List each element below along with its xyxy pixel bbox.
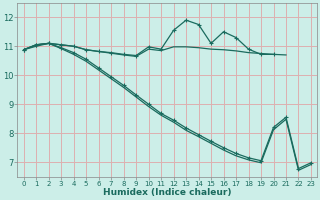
X-axis label: Humidex (Indice chaleur): Humidex (Indice chaleur) xyxy=(103,188,232,197)
